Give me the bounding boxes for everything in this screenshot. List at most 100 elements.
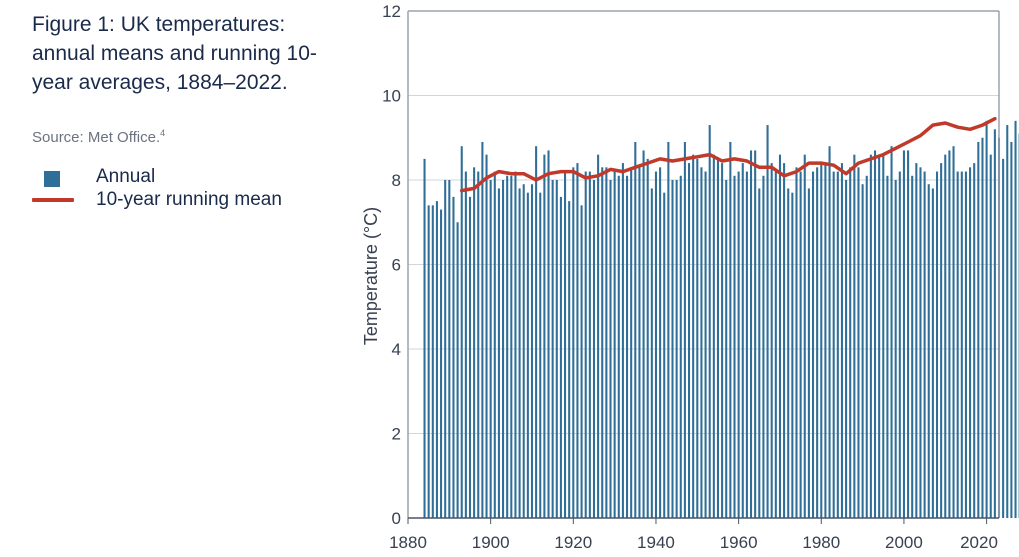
annual-bar bbox=[1006, 125, 1009, 518]
chart-legend: Annual 10-year running mean bbox=[32, 166, 332, 212]
annual-bar bbox=[464, 171, 467, 519]
annual-bar bbox=[708, 125, 711, 518]
annual-bar bbox=[964, 171, 967, 519]
annual-bar bbox=[502, 180, 505, 518]
annual-bar bbox=[807, 188, 810, 518]
annual-bar bbox=[547, 150, 550, 519]
annual-bar bbox=[749, 150, 753, 519]
figure-title: Figure 1: UK temperatures: annual means … bbox=[32, 13, 317, 94]
annual-bar bbox=[803, 154, 806, 518]
annual-bar bbox=[679, 175, 682, 518]
legend-line-swatch bbox=[32, 198, 74, 202]
annual-bar bbox=[423, 158, 426, 518]
annual-bar bbox=[427, 205, 430, 518]
annual-bar bbox=[890, 146, 893, 518]
annual-bar bbox=[497, 188, 500, 518]
annual-bar bbox=[712, 154, 715, 518]
annual-bar bbox=[737, 171, 740, 519]
annual-bar bbox=[1014, 120, 1017, 518]
annual-bar bbox=[989, 154, 992, 518]
annual-bar bbox=[787, 188, 790, 518]
annual-bar bbox=[671, 180, 674, 518]
annual-bar bbox=[460, 146, 463, 518]
annual-bar bbox=[630, 167, 633, 518]
legend-label-annual: Annual bbox=[96, 166, 156, 187]
y-axis-label: Temperature (°C) bbox=[361, 207, 381, 345]
annual-bar bbox=[543, 154, 546, 518]
x-tick-label: 1960 bbox=[720, 533, 758, 552]
annual-bars bbox=[423, 120, 1019, 519]
annual-bar bbox=[774, 171, 777, 519]
annual-bar bbox=[935, 171, 939, 519]
annual-bar bbox=[456, 222, 459, 518]
annual-bar bbox=[588, 171, 591, 519]
annual-bar bbox=[729, 141, 732, 518]
annual-bar bbox=[592, 180, 596, 518]
annual-bar bbox=[514, 171, 517, 519]
annual-bar bbox=[853, 154, 856, 518]
source-footnote: 4 bbox=[160, 128, 166, 138]
annual-bar bbox=[609, 180, 612, 518]
annual-bar bbox=[944, 154, 947, 518]
y-tick-label: 4 bbox=[392, 340, 401, 359]
annual-bar bbox=[969, 167, 972, 518]
annual-bar bbox=[642, 150, 645, 519]
annual-bar bbox=[568, 201, 571, 518]
annual-bar bbox=[435, 201, 438, 518]
annual-bar bbox=[766, 125, 769, 518]
annual-bar bbox=[778, 154, 781, 518]
annual-bar bbox=[634, 141, 637, 518]
annual-bar bbox=[659, 167, 662, 518]
annual-bar bbox=[725, 180, 728, 518]
annual-bar bbox=[431, 205, 434, 518]
annual-bar bbox=[923, 171, 926, 519]
annual-bar bbox=[605, 167, 608, 518]
annual-bar bbox=[597, 154, 600, 518]
annual-bar bbox=[667, 141, 670, 518]
annual-bar bbox=[873, 150, 877, 519]
annual-bar bbox=[704, 171, 707, 519]
annual-bar bbox=[510, 175, 513, 518]
annual-bar bbox=[836, 171, 839, 519]
annual-bar bbox=[878, 154, 881, 518]
annual-bar bbox=[861, 184, 864, 518]
annual-bar bbox=[902, 150, 905, 519]
annual-bar bbox=[882, 154, 885, 518]
annual-bar bbox=[646, 158, 649, 518]
legend-item-running-mean: 10-year running mean bbox=[32, 189, 332, 212]
annual-bar bbox=[601, 167, 604, 518]
annual-bar bbox=[865, 175, 868, 518]
y-tick-label: 6 bbox=[392, 256, 401, 275]
annual-bar bbox=[572, 167, 575, 518]
annual-bar bbox=[452, 196, 455, 518]
annual-bar bbox=[663, 192, 666, 519]
annual-bar bbox=[840, 163, 843, 518]
annual-bar bbox=[522, 184, 525, 518]
annual-bar bbox=[444, 180, 447, 518]
annual-bar bbox=[770, 163, 773, 518]
annual-bar bbox=[791, 192, 794, 519]
annual-bar bbox=[733, 175, 736, 518]
legend-bar-swatch bbox=[44, 171, 60, 187]
annual-bar bbox=[894, 180, 897, 518]
axes: 0 2 4 6 8 10 12 1880 1900 1920 1940 1960 1980 2000 202… bbox=[382, 2, 1000, 552]
annual-bar bbox=[828, 146, 831, 518]
annual-bar bbox=[845, 180, 848, 518]
annual-bar bbox=[559, 196, 562, 518]
annual-bar bbox=[849, 167, 852, 518]
annual-bar bbox=[985, 120, 988, 518]
annual-bar bbox=[993, 129, 996, 519]
annual-bar bbox=[683, 141, 686, 518]
running-mean-line bbox=[459, 116, 997, 193]
y-tick-label: 0 bbox=[392, 509, 401, 528]
y-tick-label: 2 bbox=[392, 425, 401, 444]
grid-lines bbox=[408, 95, 999, 434]
annual-bar bbox=[551, 180, 554, 518]
annual-bar bbox=[675, 180, 678, 518]
y-tick-label: 8 bbox=[392, 171, 401, 190]
annual-bar bbox=[960, 171, 963, 519]
annual-bar bbox=[824, 163, 827, 518]
annual-bar bbox=[555, 180, 558, 518]
annual-bar bbox=[535, 146, 538, 518]
